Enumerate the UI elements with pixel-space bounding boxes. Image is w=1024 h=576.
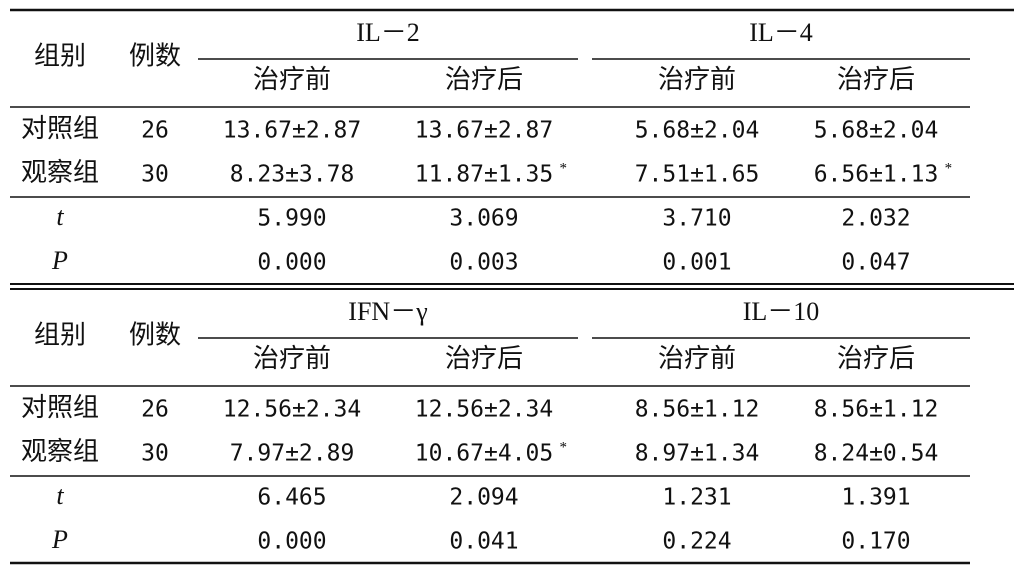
cell: 3.710 <box>662 206 731 232</box>
cell: 12.56±2.34 <box>223 397 361 423</box>
cell: 0.001 <box>662 250 731 276</box>
sub-header: 治疗前 <box>658 344 736 373</box>
significance-mark: * <box>559 439 567 455</box>
cell: 1.231 <box>662 485 731 511</box>
sub-header: 治疗后 <box>837 65 915 94</box>
header-group: 组别 <box>34 41 86 70</box>
indicator-name: IL－4 <box>749 18 813 47</box>
row-label: t <box>56 481 64 510</box>
cell: 5.68±2.04 <box>814 118 939 144</box>
indicator-name: IL－10 <box>743 297 820 326</box>
sub-header: 治疗后 <box>837 344 915 373</box>
sub-header: 治疗后 <box>445 344 523 373</box>
row-label: 观察组 <box>21 158 99 187</box>
cell: 8.97±1.34 <box>635 441 760 467</box>
cell: 6.56±1.13 <box>814 162 939 188</box>
cell: 1.391 <box>841 485 910 511</box>
cell: 5.990 <box>257 206 326 232</box>
cell: 7.51±1.65 <box>635 162 760 188</box>
cell: 0.003 <box>449 250 518 276</box>
cell: 0.047 <box>841 250 910 276</box>
sub-header: 治疗前 <box>253 344 331 373</box>
sub-header: 治疗前 <box>658 65 736 94</box>
row-label: t <box>56 202 64 231</box>
cell: 8.24±0.54 <box>814 441 939 467</box>
row-n: 26 <box>141 397 169 423</box>
cell: 11.87±1.35 <box>415 162 553 188</box>
header-n: 例数 <box>129 320 181 349</box>
row-label: P <box>51 246 68 275</box>
cell: 0.000 <box>257 529 326 555</box>
cell: 0.170 <box>841 529 910 555</box>
cell: 13.67±2.87 <box>223 118 361 144</box>
row-n: 26 <box>141 118 169 144</box>
header-group: 组别 <box>34 320 86 349</box>
cell: 2.032 <box>841 206 910 232</box>
cell: 7.97±2.89 <box>230 441 355 467</box>
indicator-name: IFN－γ <box>348 297 427 326</box>
cell: 8.56±1.12 <box>635 397 760 423</box>
cell: 0.000 <box>257 250 326 276</box>
cell: 13.67±2.87 <box>415 118 553 144</box>
header-n: 例数 <box>129 41 181 70</box>
row-label: 对照组 <box>21 114 99 143</box>
cell: 2.094 <box>449 485 518 511</box>
cell: 0.224 <box>662 529 731 555</box>
significance-mark: * <box>559 160 567 176</box>
cell: 8.56±1.12 <box>814 397 939 423</box>
row-label: P <box>51 525 68 554</box>
sub-header: 治疗后 <box>445 65 523 94</box>
cell: 12.56±2.34 <box>415 397 553 423</box>
row-label: 对照组 <box>21 393 99 422</box>
row-label: 观察组 <box>21 437 99 466</box>
indicator-name: IL－2 <box>356 18 420 47</box>
significance-mark: * <box>945 160 953 176</box>
cell: 3.069 <box>449 206 518 232</box>
row-n: 30 <box>141 441 169 467</box>
cell: 6.465 <box>257 485 326 511</box>
cell: 8.23±3.78 <box>230 162 355 188</box>
cell: 0.041 <box>449 529 518 555</box>
sub-header: 治疗前 <box>253 65 331 94</box>
cell: 5.68±2.04 <box>635 118 760 144</box>
row-n: 30 <box>141 162 169 188</box>
cell: 10.67±4.05 <box>415 441 553 467</box>
